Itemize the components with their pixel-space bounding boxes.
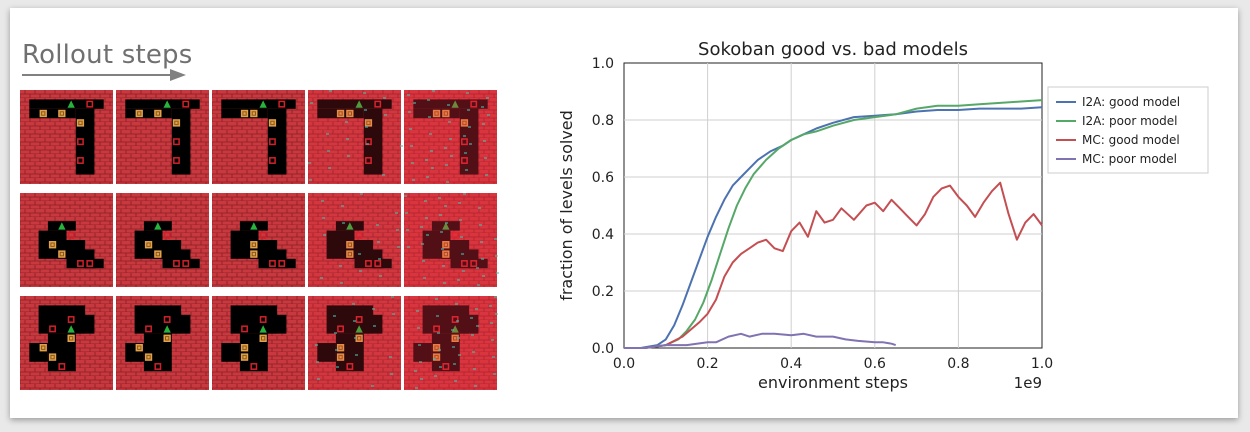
rollout-frame [212, 193, 305, 287]
y-tick-label: 1.0 [592, 56, 614, 72]
x-axis-label: environment steps [758, 373, 908, 392]
rollout-frame [116, 296, 209, 390]
rollout-frame [404, 90, 497, 184]
chart-title: Sokoban good vs. bad models [698, 39, 968, 60]
legend-entry: MC: good model [1082, 133, 1180, 147]
series-line [624, 181, 1043, 349]
rollout-frame [308, 193, 401, 287]
rollout-frame [404, 296, 498, 390]
rollout-frame [212, 296, 305, 390]
rollout-frame [20, 193, 113, 287]
rollout-frame [404, 193, 499, 287]
y-tick-label: 0.2 [592, 284, 614, 300]
rollout-frame [116, 90, 209, 184]
y-tick-label: 0.6 [592, 170, 614, 186]
x-tick-label: 1.0 [1031, 356, 1053, 372]
y-tick-label: 0.4 [592, 227, 614, 243]
sokoban-rollout-grids [20, 90, 499, 390]
legend-entry: I2A: poor model [1082, 114, 1177, 128]
series-line [624, 99, 1043, 349]
y-axis-label: fraction of levels solved [557, 110, 576, 301]
plot-area [623, 62, 1043, 349]
y-tick-label: 0.0 [592, 341, 614, 357]
rollout-frame [116, 193, 209, 287]
rollout-frame [20, 296, 113, 390]
legend-entry: I2A: good model [1082, 95, 1180, 109]
series-line [624, 332, 897, 349]
x-tick-label: 0.6 [864, 356, 886, 372]
x-tick-label: 0.0 [613, 356, 635, 372]
rollout-frame [308, 90, 403, 184]
x-scale-label: 1e9 [1014, 374, 1042, 392]
rollout-frame [308, 296, 401, 390]
rollout-arrow-icon [22, 69, 186, 81]
series-line [624, 106, 1043, 349]
x-tick-label: 0.2 [696, 356, 718, 372]
rollout-steps-title: Rollout steps [22, 40, 193, 70]
legend-entry: MC: poor model [1082, 152, 1177, 166]
y-tick-label: 0.8 [592, 113, 614, 129]
rollout-frame [20, 90, 113, 184]
sokoban-chart: 0.0 0.2 0.4 0.6 0.8 1.0 0.0 0.2 0.4 0.6 0.8 1.0 Soko… [557, 39, 1209, 392]
x-tick-label: 0.4 [780, 356, 802, 372]
rollout-frame [212, 90, 305, 184]
legend: I2A: good model I2A: poor model MC: good m… [1047, 86, 1209, 174]
x-tick-label: 0.8 [947, 356, 969, 372]
